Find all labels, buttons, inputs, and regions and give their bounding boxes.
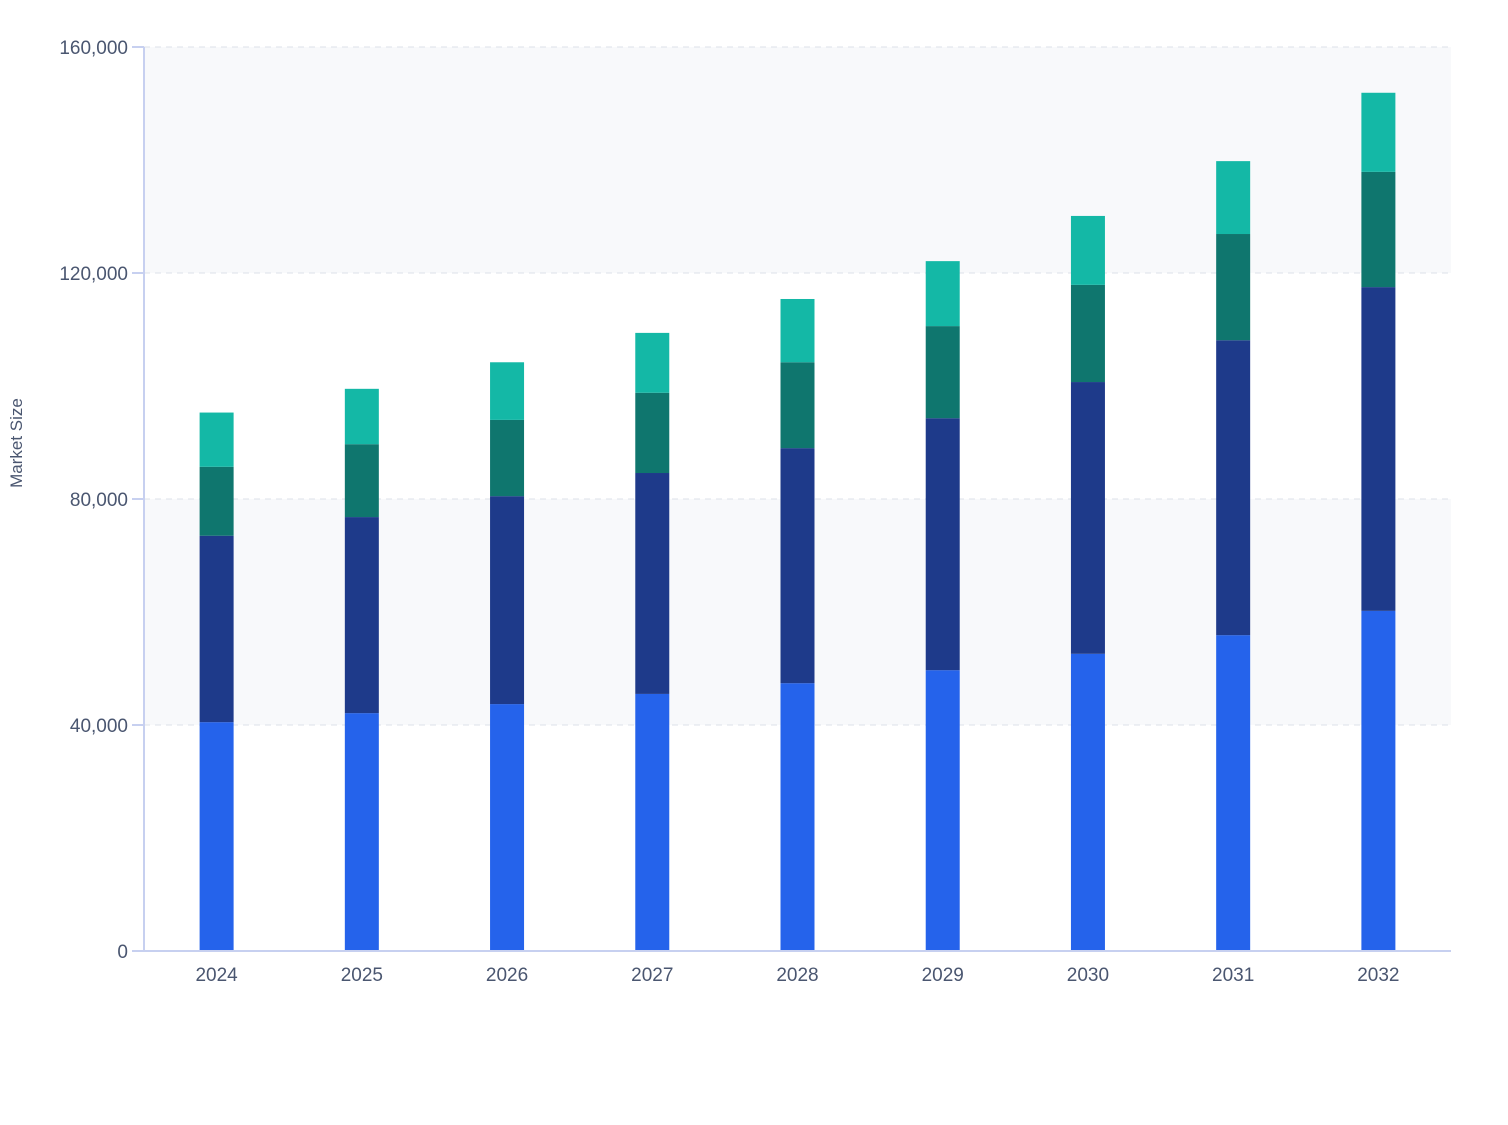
- y-tick-label: 0: [117, 942, 128, 963]
- bar-segment-2031-s3: [1216, 234, 1251, 341]
- bar-segment-2025-s4: [344, 388, 379, 445]
- bar-segment-2024-s2: [199, 535, 234, 723]
- bar-segment-2027-s3: [635, 392, 670, 474]
- x-tick-label: 2024: [195, 965, 238, 986]
- bar-segment-2029-s4: [925, 261, 960, 327]
- bar-segment-2026-s4: [490, 362, 525, 420]
- bar-segment-2030-s4: [1070, 215, 1105, 285]
- bar-segment-2029-s3: [925, 326, 960, 419]
- x-tick-label: 2030: [1067, 965, 1109, 986]
- bar-segment-2029-s2: [925, 418, 960, 671]
- bar-segment-2032-s3: [1361, 171, 1396, 288]
- x-tick-label: 2025: [341, 965, 383, 986]
- x-tick-label: 2026: [486, 965, 528, 986]
- bar-segment-2028-s2: [780, 448, 815, 684]
- bar-segment-2028-s4: [780, 298, 815, 363]
- bar-segment-2024-s1: [199, 722, 234, 951]
- bar-segment-2024-s3: [199, 466, 234, 536]
- bar-segment-2030-s1: [1070, 653, 1105, 951]
- bar-segment-2031-s4: [1216, 161, 1251, 235]
- bar-segment-2026-s1: [490, 704, 525, 951]
- x-tick-label: 2032: [1357, 965, 1399, 986]
- y-tick-label: 120,000: [59, 264, 128, 285]
- bar-segment-2026-s3: [490, 419, 525, 497]
- bar-segment-2024-s4: [199, 412, 234, 467]
- bar-segment-2025-s3: [344, 444, 379, 518]
- y-tick-label: 80,000: [70, 490, 128, 511]
- bar-segment-2026-s2: [490, 496, 525, 705]
- y-tick-label: 40,000: [70, 716, 128, 737]
- x-tick-label: 2027: [631, 965, 673, 986]
- x-tick-label: 2029: [922, 965, 964, 986]
- y-axis-label: Market Size: [7, 398, 26, 488]
- bar-segment-2029-s1: [925, 670, 960, 951]
- bar-segment-2030-s2: [1070, 382, 1105, 654]
- bar-segment-2031-s1: [1216, 635, 1251, 951]
- bar-segment-2031-s2: [1216, 340, 1251, 636]
- bar-segment-2032-s1: [1361, 610, 1396, 951]
- bar-segment-2032-s4: [1361, 92, 1396, 172]
- bar-segment-2025-s2: [344, 517, 379, 714]
- bar-segment-2027-s2: [635, 473, 670, 694]
- bar-segment-2027-s4: [635, 332, 670, 393]
- grid-band: [144, 47, 1451, 273]
- y-tick-label: 160,000: [59, 38, 128, 59]
- x-tick-label: 2028: [776, 965, 818, 986]
- bar-segment-2027-s1: [635, 693, 670, 951]
- bar-segment-2025-s1: [344, 713, 379, 951]
- x-tick-label: 2031: [1212, 965, 1254, 986]
- bar-segment-2030-s3: [1070, 284, 1105, 383]
- bar-segment-2032-s2: [1361, 287, 1396, 611]
- bar-segment-2028-s3: [780, 362, 815, 449]
- bar-segment-2028-s1: [780, 683, 815, 951]
